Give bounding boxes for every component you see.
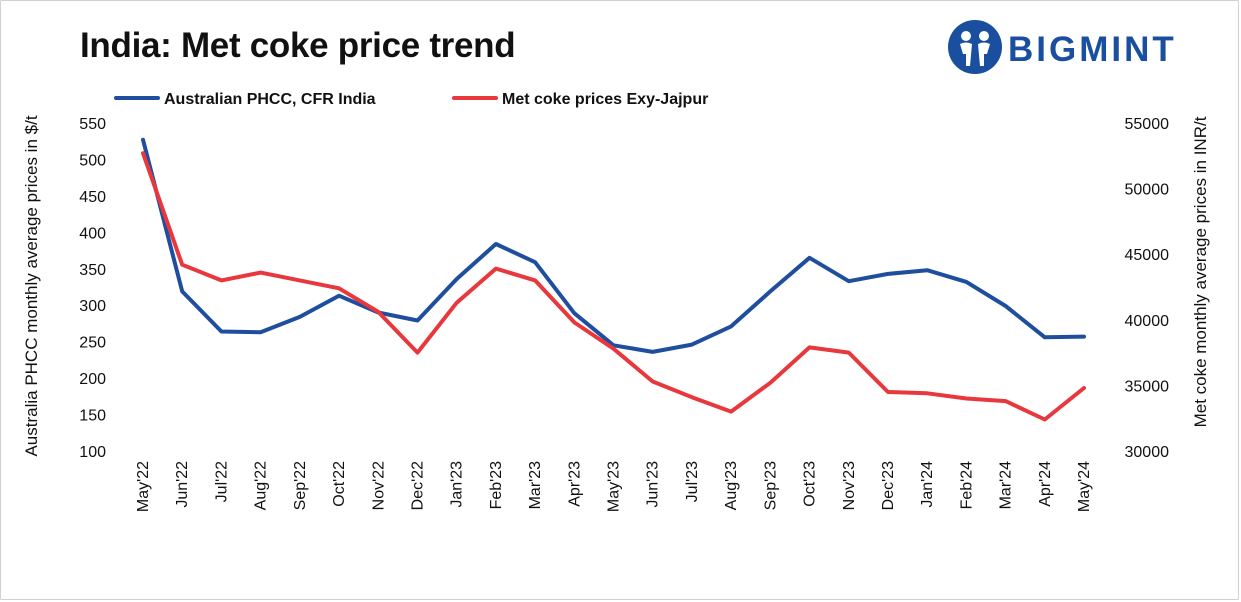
legend-label: Met coke prices Exy-Jajpur: [502, 91, 708, 108]
x-tick-label: Aug'22: [253, 461, 270, 510]
x-tick-label: Nov'22: [370, 461, 387, 510]
y-axis-left: 100 150 200 250 300 350 400 450 500 550: [79, 116, 106, 461]
x-tick-label: Feb'24: [958, 461, 975, 510]
x-tick-label: Mar'24: [998, 461, 1015, 510]
x-tick-label: May'22: [135, 461, 152, 512]
y-axis-right: 30000 35000 40000 45000 50000 55000: [1125, 116, 1170, 461]
x-tick-label: Nov'23: [841, 461, 858, 510]
x-tick-label: Jul'22: [213, 461, 230, 502]
y-right-tick-label: 55000: [1125, 116, 1170, 133]
x-axis: May'22 Jun'22 Jul'22 Aug'22 Sep'22 Oct'22 Nov'…: [135, 461, 1093, 512]
y-left-tick-label: 350: [79, 262, 106, 279]
x-tick-label: Jun'22: [174, 461, 191, 508]
x-tick-label: Jul'23: [684, 461, 701, 502]
y-right-tick-label: 50000: [1125, 182, 1170, 199]
x-tick-label: Sep'22: [292, 461, 309, 510]
x-tick-label: Aug'23: [723, 461, 740, 510]
y-right-tick-label: 40000: [1125, 313, 1170, 330]
series-line-1: [141, 137, 1086, 354]
x-tick-label: Oct'23: [802, 461, 819, 507]
x-tick-label: Apr'23: [566, 461, 583, 507]
y-axis-right-title: Met coke monthly average prices in INR/t: [1191, 116, 1210, 427]
x-tick-label: Mar'23: [527, 461, 544, 510]
y-left-tick-label: 550: [79, 116, 106, 133]
y-left-tick-label: 100: [79, 444, 106, 461]
x-tick-label: Jan'24: [919, 461, 936, 508]
x-tick-label: Dec'22: [409, 461, 426, 510]
x-tick-label: Dec'23: [880, 461, 897, 510]
y-left-tick-label: 300: [79, 298, 106, 315]
x-tick-label: Jan'23: [449, 461, 466, 508]
y-left-tick-label: 250: [79, 335, 106, 352]
x-tick-label: Sep'23: [762, 461, 779, 510]
x-tick-label: Jun'23: [645, 461, 662, 508]
y-right-tick-label: 45000: [1125, 247, 1170, 264]
x-tick-label: Feb'23: [488, 461, 505, 510]
chart-title: India: Met coke price trend: [80, 26, 516, 65]
x-tick-label: Oct'22: [331, 461, 348, 507]
y-right-tick-label: 30000: [1125, 444, 1170, 461]
series-line-2: [141, 151, 1086, 422]
y-left-tick-label: 450: [79, 189, 106, 206]
brand-name: BIGMINT: [1008, 30, 1177, 69]
brand-logo: BIGMINT: [946, 14, 1206, 80]
y-left-tick-label: 500: [79, 152, 106, 169]
y-right-tick-label: 35000: [1125, 378, 1170, 395]
x-tick-label: May'24: [1076, 461, 1093, 512]
x-tick-label: Apr'24: [1037, 461, 1054, 507]
y-left-tick-label: 400: [79, 225, 106, 242]
y-axis-left-title: Australia PHCC monthly average prices in…: [22, 115, 41, 456]
y-left-tick-label: 200: [79, 371, 106, 388]
chart-legend: Australian PHCC, CFR India Met coke price…: [114, 91, 708, 108]
x-tick-label: May'23: [606, 461, 623, 512]
y-left-tick-label: 150: [79, 408, 106, 425]
legend-label: Australian PHCC, CFR India: [164, 91, 376, 108]
bigmint-logo-icon: [948, 20, 1002, 74]
plot-area: [141, 137, 1086, 422]
